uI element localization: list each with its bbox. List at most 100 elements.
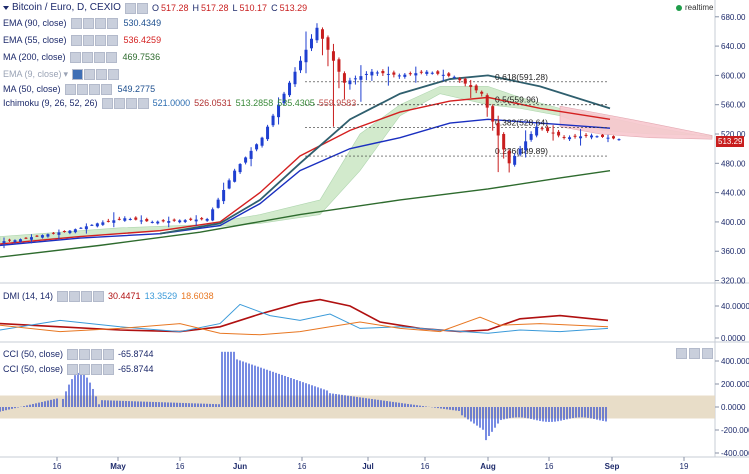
candle-body xyxy=(579,136,583,139)
close-icon[interactable] xyxy=(105,51,117,63)
add-icon[interactable] xyxy=(91,348,103,360)
ichimoku-controls[interactable] xyxy=(101,97,149,109)
candle-body xyxy=(370,71,374,76)
dropdown-chevron-icon[interactable]: ▾ xyxy=(63,69,69,79)
ichimoku-cloud-bearish xyxy=(559,105,713,140)
ma50-line xyxy=(0,118,611,247)
candle-body xyxy=(441,74,445,76)
add-icon[interactable] xyxy=(125,97,137,109)
realtime-indicator: realtime xyxy=(676,3,713,12)
dmi-legend[interactable]: DMI (14, 14) 30.4471 13.3529 18.6038 xyxy=(3,289,214,303)
ema90-line xyxy=(159,74,611,235)
candle-body xyxy=(57,232,61,235)
indicator-controls[interactable] xyxy=(70,34,118,46)
settings-icon[interactable] xyxy=(113,97,125,109)
settings-icon[interactable] xyxy=(79,348,91,360)
cci-controls[interactable] xyxy=(67,363,115,375)
settings-icon[interactable] xyxy=(69,290,81,302)
visibility-icon[interactable] xyxy=(70,17,82,29)
visibility-icon[interactable] xyxy=(69,51,81,63)
cci-axis-label: 0.0000 xyxy=(721,403,746,412)
visibility-icon[interactable] xyxy=(101,97,113,109)
cci-legend-1[interactable]: CCI (50, close) -65.8744 xyxy=(3,347,154,361)
close-icon[interactable] xyxy=(106,34,118,46)
dmi-axis-label: 40.0000 xyxy=(721,302,749,311)
settings-icon[interactable] xyxy=(76,83,88,95)
add-icon[interactable] xyxy=(81,290,93,302)
ichimoku-name[interactable]: Ichimoku (9, 26, 52, 26) xyxy=(3,98,98,108)
indicator-controls[interactable] xyxy=(69,51,117,63)
add-icon[interactable] xyxy=(96,68,108,80)
pane-maximize-icon[interactable] xyxy=(702,348,713,359)
visibility-icon[interactable] xyxy=(64,83,76,95)
dmi-plus-value: 13.3529 xyxy=(144,291,178,301)
dmi-name[interactable]: DMI (14, 14) xyxy=(3,291,54,301)
control-square-icon[interactable] xyxy=(124,2,136,14)
cci-controls[interactable] xyxy=(67,348,115,360)
candle-body xyxy=(546,127,550,132)
indicator-value: 530.4349 xyxy=(123,18,162,28)
settings-icon[interactable] xyxy=(79,363,91,375)
add-icon[interactable] xyxy=(93,51,105,63)
close-icon[interactable] xyxy=(100,83,112,95)
add-icon[interactable] xyxy=(94,17,106,29)
indicator-legend-row[interactable]: EMA (9, close) ▾ xyxy=(3,67,125,81)
cci-name[interactable]: CCI (50, close) xyxy=(3,349,64,359)
ichimoku-value-1: 521.0000 xyxy=(152,98,191,108)
add-icon[interactable] xyxy=(88,83,100,95)
candle-body xyxy=(595,136,599,138)
add-icon[interactable] xyxy=(91,363,103,375)
indicator-legend-row[interactable]: MA (200, close) 469.7536 xyxy=(3,50,160,64)
header-controls[interactable] xyxy=(124,2,148,14)
dmi-controls[interactable] xyxy=(57,290,105,302)
pane-down-icon[interactable] xyxy=(689,348,700,359)
visibility-icon[interactable] xyxy=(70,34,82,46)
candle-body xyxy=(2,241,6,244)
symbol-title[interactable]: Bitcoin / Euro, D, CEXIO xyxy=(12,2,121,13)
close-icon[interactable] xyxy=(93,290,105,302)
indicator-name[interactable]: MA (50, close) xyxy=(3,84,61,94)
add-icon[interactable] xyxy=(94,34,106,46)
settings-icon[interactable] xyxy=(81,51,93,63)
pane-up-icon[interactable] xyxy=(676,348,687,359)
candle-body xyxy=(315,27,319,41)
close-icon[interactable] xyxy=(106,17,118,29)
candle-body xyxy=(145,218,149,222)
visibility-icon[interactable] xyxy=(72,68,84,80)
candle-body xyxy=(611,136,615,139)
indicator-legend-row[interactable]: MA (50, close) 549.2775 xyxy=(3,82,155,96)
indicator-legend-row[interactable]: EMA (55, close) 536.4259 xyxy=(3,33,161,47)
candle-body xyxy=(584,134,588,136)
visibility-icon[interactable] xyxy=(57,290,69,302)
candle-body xyxy=(156,221,160,224)
price-axis-label: 640.00 xyxy=(721,42,746,51)
close-icon[interactable] xyxy=(103,363,115,375)
close-icon[interactable] xyxy=(108,68,120,80)
visibility-icon[interactable] xyxy=(67,363,79,375)
settings-icon[interactable] xyxy=(84,68,96,80)
visibility-icon[interactable] xyxy=(67,348,79,360)
ichimoku-legend[interactable]: Ichimoku (9, 26, 52, 26) 521.0000 526.05… xyxy=(3,96,356,110)
chart-collapse-icon[interactable] xyxy=(3,6,9,10)
cci-legend-2[interactable]: CCI (50, close) -65.8744 xyxy=(3,362,154,376)
indicator-name[interactable]: EMA (55, close) xyxy=(3,35,67,45)
candle-body xyxy=(189,218,193,220)
indicator-name[interactable]: EMA (90, close) xyxy=(3,18,67,28)
cci-name[interactable]: CCI (50, close) xyxy=(3,364,64,374)
indicator-controls[interactable] xyxy=(72,68,120,80)
candle-body xyxy=(178,220,182,223)
indicator-controls[interactable] xyxy=(64,83,112,95)
control-square-icon[interactable] xyxy=(136,2,148,14)
indicator-legend-row[interactable]: EMA (90, close) 530.4349 xyxy=(3,16,161,30)
candle-body xyxy=(84,226,88,230)
settings-icon[interactable] xyxy=(82,17,94,29)
cci-pane-controls[interactable] xyxy=(676,348,713,359)
indicator-controls[interactable] xyxy=(70,17,118,29)
close-icon[interactable] xyxy=(137,97,149,109)
close-icon[interactable] xyxy=(103,348,115,360)
settings-icon[interactable] xyxy=(82,34,94,46)
candle-body xyxy=(68,230,72,234)
indicator-name[interactable]: EMA (9, close) xyxy=(3,69,62,79)
indicator-name[interactable]: MA (200, close) xyxy=(3,52,66,62)
